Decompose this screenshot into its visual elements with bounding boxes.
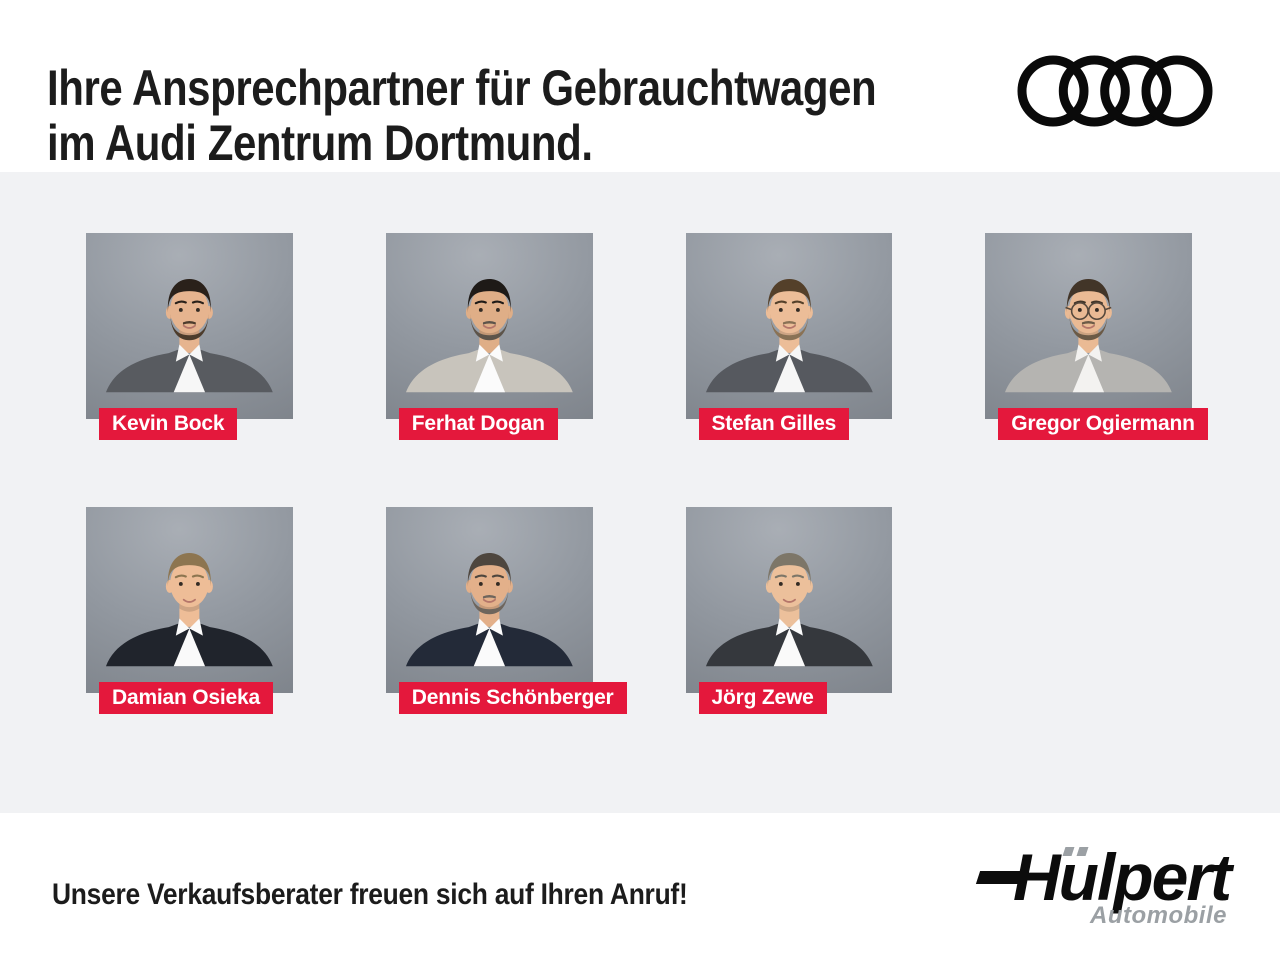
person-portrait-icon (405, 552, 573, 667)
photo-band: Kevin Bock (0, 172, 1280, 813)
team-member-card: Dennis Schönberger (385, 507, 627, 714)
team-member-card: Kevin Bock (86, 233, 293, 440)
team-member-name: Gregor Ogiermann (1011, 412, 1195, 435)
team-member-name-label: Kevin Bock (99, 408, 238, 440)
team-member-photo (685, 507, 893, 693)
team-member-name-label: Damian Osieka (99, 682, 273, 714)
hulpert-logo-subtitle: Automobile (1090, 902, 1227, 929)
team-grid: Kevin Bock (46, 217, 1232, 714)
team-member-photo (685, 233, 893, 419)
person-portrait-icon (705, 552, 873, 667)
person-portrait-icon (1005, 278, 1173, 393)
hulpert-logo: Hulpert Automobile (975, 840, 1232, 929)
team-member-name-label: Ferhat Dogan (398, 408, 558, 440)
audi-rings-icon (1017, 55, 1213, 127)
team-member-name: Stefan Gilles (711, 412, 837, 435)
team-member-name-label: Dennis Schönberger (398, 682, 627, 714)
team-member-name: Jörg Zewe (711, 686, 814, 709)
person-portrait-icon (105, 278, 273, 393)
team-member-name: Dennis Schönberger (411, 686, 614, 709)
team-member-card: Ferhat Dogan (385, 233, 593, 440)
team-member-photo (86, 233, 293, 419)
team-member-card: Jörg Zewe (685, 507, 893, 714)
team-member-name-label: Stefan Gilles (698, 408, 850, 440)
person-portrait-icon (105, 552, 273, 667)
team-member-photo (385, 233, 593, 419)
person-portrait-icon (405, 278, 573, 393)
team-member-name-label: Gregor Ogiermann (998, 408, 1208, 440)
page-title: Ihre Ansprechpartner für Gebrauchtwagen … (47, 59, 877, 171)
team-member-name: Damian Osieka (112, 686, 260, 709)
page-title-line-1: Ihre Ansprechpartner für Gebrauchtwagen (47, 59, 877, 116)
team-member-photo (985, 233, 1192, 419)
team-member-photo (385, 507, 593, 693)
hulpert-logo-name: Hulpert (1012, 840, 1232, 914)
page-title-line-2: im Audi Zentrum Dortmund. (47, 114, 593, 171)
team-member-name-label: Jörg Zewe (698, 682, 827, 714)
team-member-card: Stefan Gilles (685, 233, 893, 440)
person-portrait-icon (705, 278, 873, 393)
umlaut-u: u (1058, 840, 1099, 914)
team-member-name: Ferhat Dogan (411, 412, 545, 435)
footer-message: Unsere Verkaufsberater freuen sich auf I… (52, 878, 688, 911)
team-member-name: Kevin Bock (112, 412, 225, 435)
hulpert-logo-dash (975, 870, 1029, 884)
team-member-photo (86, 507, 293, 693)
hulpert-logo-wordmark: Hulpert (975, 840, 1232, 914)
team-member-card: Damian Osieka (86, 507, 293, 714)
team-member-card: Gregor Ogiermann (985, 233, 1208, 440)
